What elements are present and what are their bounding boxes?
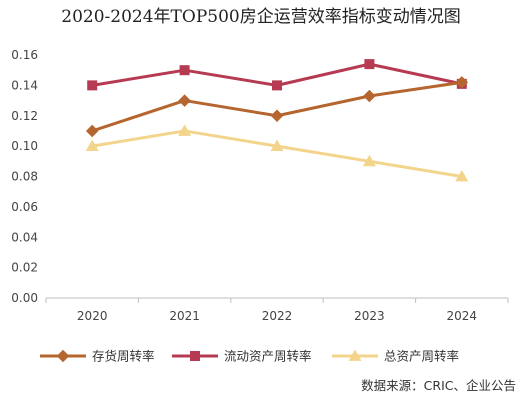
- data-point: [272, 80, 282, 91]
- source-note: 数据来源：CRIC、企业公告: [361, 378, 516, 393]
- data-point: [363, 89, 376, 103]
- data-point: [85, 124, 99, 138]
- x-tick-label: 2022: [262, 309, 293, 323]
- y-tick-label: 0.02: [11, 261, 38, 275]
- legend-item: 总资产周转率: [332, 349, 459, 364]
- data-point: [178, 124, 192, 136]
- series-0: [85, 76, 469, 138]
- series-layer: [85, 59, 469, 182]
- y-tick-label: 0.06: [11, 200, 38, 214]
- data-point: [270, 109, 284, 122]
- series-2: [85, 124, 469, 182]
- legend-label: 总资产周转率: [384, 349, 459, 364]
- legend: 存货周转率 流动资产周转率 总资产周转率: [40, 349, 459, 364]
- data-point: [270, 139, 284, 151]
- axes: 0.00 0.02 0.04 0.06 0.08 0.10 0.12 0.14 0.16 2020…: [11, 48, 509, 323]
- legend-item: 流动资产周转率: [172, 349, 312, 364]
- legend-marker: [56, 349, 70, 363]
- data-point: [364, 59, 375, 70]
- legend-item: 存货周转率: [40, 349, 155, 364]
- y-tick-label: 0.08: [11, 170, 38, 184]
- x-tick-label: 2021: [169, 309, 200, 323]
- y-tick-label: 0.16: [11, 48, 38, 62]
- y-tick-label: 0.04: [11, 230, 38, 244]
- legend-marker: [190, 351, 200, 361]
- data-point: [178, 94, 191, 107]
- x-tick-label: 2023: [354, 309, 385, 323]
- legend-marker: [348, 349, 362, 361]
- series-1: [87, 59, 467, 91]
- x-tick-label: 2020: [77, 309, 108, 323]
- y-tick-label: 0.00: [11, 291, 38, 305]
- y-tick-label: 0.14: [11, 78, 38, 92]
- legend-label: 存货周转率: [92, 349, 155, 364]
- y-tick-label: 0.12: [11, 109, 38, 123]
- data-point: [455, 76, 469, 89]
- data-point: [85, 139, 99, 151]
- x-tick-label: 2024: [447, 309, 478, 323]
- data-point: [455, 170, 469, 182]
- data-point: [87, 80, 98, 91]
- series-line: [91, 129, 463, 178]
- data-point: [179, 65, 190, 76]
- legend-label: 流动资产周转率: [224, 349, 312, 364]
- chart-title: 2020-2024年TOP500房企运营效率指标变动情况图: [61, 7, 461, 27]
- y-tick-label: 0.10: [11, 139, 38, 153]
- data-point: [362, 154, 376, 167]
